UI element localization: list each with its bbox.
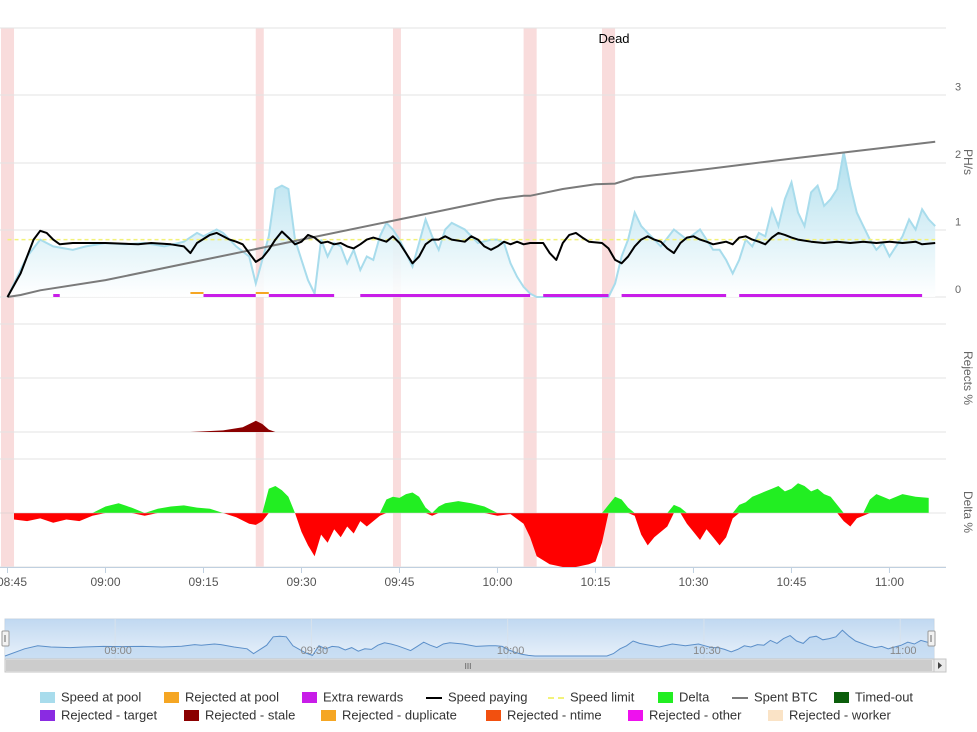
rejects-panel	[190, 420, 276, 432]
legend-swatch	[628, 710, 643, 722]
extra-rewards-mark	[268, 294, 335, 297]
speed-y-tick-label: 2	[955, 149, 961, 161]
navigator-tick-label: 11:00	[890, 645, 917, 657]
spent-btc-line	[7, 140, 936, 298]
legend-label: Rejected - other	[649, 707, 742, 723]
legend-label: Rejected at pool	[185, 689, 279, 705]
navigator-line	[4, 629, 935, 657]
legend-item[interactable]: Extra rewards	[302, 688, 403, 706]
time-x-axis: 08:45 09:00 09:15 09:30 09:45 10:00 10:15 10:30…	[0, 567, 946, 589]
x-tick-label: 10:15	[580, 575, 610, 589]
x-tick-label: 11:00	[875, 575, 904, 589]
legend-swatch	[548, 696, 564, 699]
speed-y-axis: 0 1 2 3	[955, 82, 961, 297]
legend-swatch	[40, 710, 55, 722]
legend-swatch	[834, 692, 849, 704]
extra-rewards-mark	[360, 294, 531, 297]
legend-item[interactable]: Timed-out	[834, 688, 913, 706]
legend-label: Timed-out	[855, 689, 914, 705]
navigator-tick-label: 10:30	[693, 645, 721, 657]
legend-item[interactable]: Rejected - duplicate	[321, 706, 457, 724]
speed-panel	[6, 140, 936, 298]
delta-axis-title: Delta %	[961, 491, 975, 533]
scrollbar-grip: III	[465, 662, 472, 671]
legend-label: Rejected - duplicate	[342, 707, 457, 723]
legend-item[interactable]: Speed paying	[426, 688, 528, 706]
legend-swatch	[486, 710, 501, 722]
legend-item[interactable]: Rejected - ntime	[486, 706, 602, 724]
navigator-series	[4, 629, 935, 659]
legend-label: Speed at pool	[61, 689, 142, 705]
navigator-area	[5, 630, 934, 659]
scrollbar-thumb[interactable]	[6, 660, 932, 671]
x-tick-label: 10:30	[678, 575, 708, 589]
legend-label: Rejected - target	[61, 707, 158, 723]
legend-item[interactable]: Rejected - stale	[184, 706, 295, 724]
legend-label: Rejected - ntime	[507, 707, 602, 723]
chevron-right-icon	[938, 662, 942, 669]
extra-rewards-mark	[203, 294, 256, 297]
speed-at-pool-area	[7, 151, 936, 297]
legend-swatch	[732, 696, 748, 699]
speed-paying-line	[6, 229, 936, 298]
legend-item[interactable]: Spent BTC	[732, 688, 818, 706]
legend-swatch	[426, 696, 442, 699]
legend-row-1: Speed at pool Rejected at pool Extra rewar…	[0, 688, 977, 706]
legend-swatch	[658, 692, 673, 704]
speed-y-tick-label: 3	[955, 82, 961, 94]
delta-panel	[0, 483, 946, 567]
delta-positive-area	[14, 483, 929, 513]
navigator-tick-label: 09:00	[104, 645, 132, 657]
speed-at-pool-line	[6, 151, 936, 298]
navigator-tick-label: 10:00	[497, 645, 525, 657]
legend-label: Extra rewards	[323, 689, 404, 705]
legend-item[interactable]: Rejected - other	[628, 706, 742, 724]
rejected-stale-area	[190, 420, 276, 432]
legend-swatch	[40, 692, 55, 704]
legend-row-2: Rejected - target Rejected - stale Rejecte…	[0, 706, 977, 724]
legend-item[interactable]: Rejected - target	[40, 706, 157, 724]
legend-swatch	[164, 692, 179, 704]
navigator-ticks: 09:00 09:30 10:00 10:30 11:00	[104, 645, 916, 657]
rejected-at-pool-mark	[255, 292, 269, 294]
legend-item[interactable]: Delta	[658, 688, 709, 706]
legend-label: Speed limit	[570, 689, 635, 705]
legend-swatch	[768, 710, 783, 722]
legend-label: Spent BTC	[754, 689, 818, 705]
x-tick-label: 09:15	[188, 575, 218, 589]
legend-label: Delta	[679, 689, 710, 705]
speed-y-tick-label: 1	[955, 217, 961, 229]
navigator[interactable]: 09:00 09:30 10:00 10:30 11:00	[1, 618, 936, 660]
navigator-tick-label: 09:30	[301, 645, 329, 657]
legend-label: Rejected - stale	[205, 707, 296, 723]
legend-item[interactable]: Rejected at pool	[164, 688, 279, 706]
x-tick-label: 10:00	[482, 575, 512, 589]
x-tick-label: 09:30	[286, 575, 316, 589]
x-tick-label: 09:45	[384, 575, 414, 589]
extra-rewards-mark	[543, 294, 609, 297]
legend-item[interactable]: Speed at pool	[40, 688, 141, 706]
rejects-axis-title: Rejects %	[961, 351, 975, 405]
x-tick-label: 10:45	[776, 575, 806, 589]
legend-swatch	[184, 710, 199, 722]
legend-swatch	[321, 710, 336, 722]
legend-swatch	[302, 692, 317, 704]
legend-label: Rejected - worker	[789, 707, 891, 723]
legend-item[interactable]: Rejected - worker	[768, 706, 891, 724]
extra-rewards-mark	[739, 294, 923, 297]
legend-label: Speed paying	[448, 689, 528, 705]
speed-y-tick-label: 0	[955, 284, 961, 296]
speed-axis-title: PH/s	[961, 149, 975, 175]
dead-annotation: Dead	[598, 31, 629, 46]
rejected-at-pool-mark	[190, 292, 204, 294]
legend-item[interactable]: Speed limit	[548, 688, 634, 706]
delta-negative-area	[14, 513, 929, 567]
extra-rewards-mark	[53, 294, 60, 297]
x-tick-label: 08:45	[0, 575, 27, 589]
x-tick-label: 09:00	[90, 575, 120, 589]
navigator-scrollbar[interactable]: III	[4, 658, 947, 673]
extra-rewards-mark	[621, 294, 727, 297]
